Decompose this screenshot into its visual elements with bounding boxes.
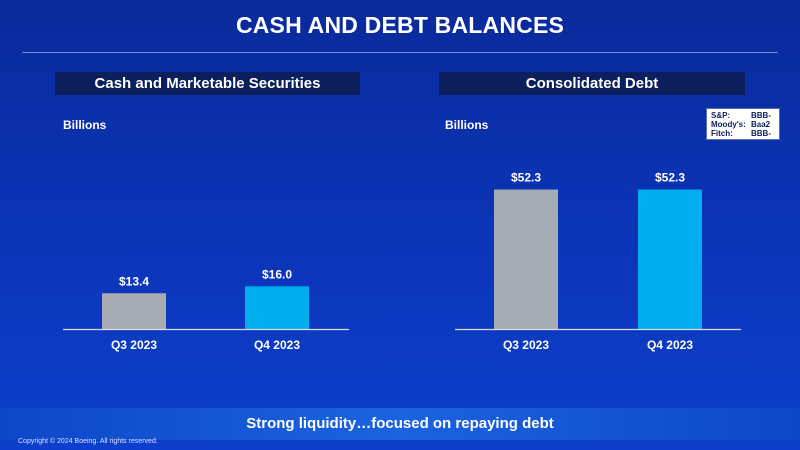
title-divider [22,52,778,53]
cash-chart-units-label: Billions [63,118,107,132]
debt-x-tick-label: Q3 2023 [503,338,549,352]
cash-bar-1 [102,293,166,329]
debt-bar-2 [638,189,702,329]
rating-agency: S&P: [711,111,731,120]
cash-x-tick-label: Q4 2023 [254,338,300,352]
debt-x-tick-label: Q4 2023 [647,338,693,352]
footer-message: Strong liquidity…focused on repaying deb… [0,408,800,440]
credit-ratings-box: S&P: BBB- Moody's: Baa2 Fitch: BBB- [706,108,780,140]
rating-row-fitch: Fitch: BBB- [711,129,775,138]
debt-chart-title: Consolidated Debt [439,72,745,95]
debt-bar-value-label: $52.3 [655,171,685,185]
cash-x-tick-label: Q3 2023 [111,338,157,352]
debt-bar-1 [494,189,558,329]
rating-agency: Fitch: [711,129,733,138]
slide-title: CASH AND DEBT BALANCES [235,12,565,38]
rating-value: Baa2 [751,120,771,129]
rating-row-sp: S&P: BBB- [711,111,775,120]
rating-value: BBB- [751,111,771,120]
cash-bar-2 [245,286,309,329]
copyright-notice: Copyright © 2024 Boeing. All rights rese… [18,438,158,445]
cash-bar-value-label: $13.4 [119,274,149,288]
debt-chart-units-label: Billions [445,118,489,132]
cash-bar-value-label: $16.0 [262,267,292,281]
cash-chart-title: Cash and Marketable Securities [55,72,360,95]
debt-bar-value-label: $52.3 [511,171,541,185]
rating-row-moodys: Moody's: Baa2 [711,120,775,129]
rating-agency: Moody's: [711,120,746,129]
rating-value: BBB- [751,129,771,138]
